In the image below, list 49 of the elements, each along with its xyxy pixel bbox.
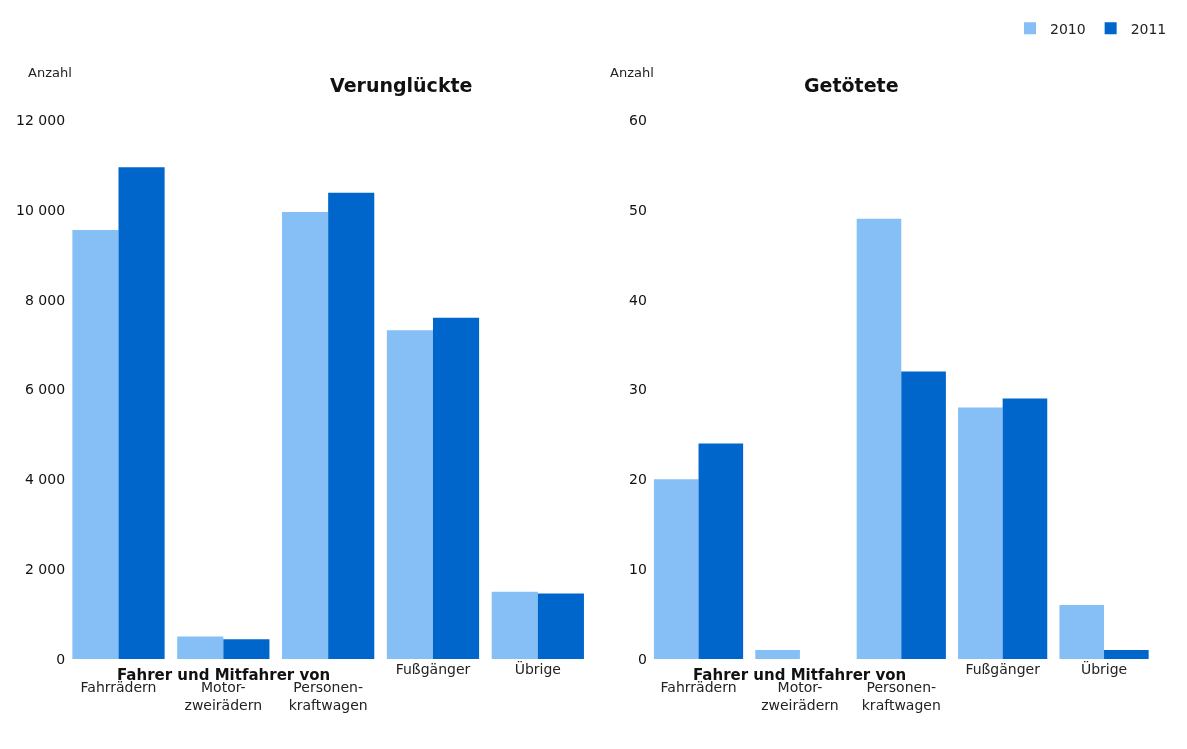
bar [328,192,375,659]
y-tick-label: 30 [629,381,647,398]
x-tick-label: Fahrrädern [80,679,157,696]
bar [491,591,538,659]
bar [537,593,584,659]
y-tick-label: 10 000 [16,201,66,218]
bar [1002,398,1048,659]
y-tick-label: 50 [629,201,647,218]
bar [432,317,480,659]
bar [653,479,699,659]
chart-title: Getötete [804,74,899,96]
y-tick-label: 0 [637,650,647,667]
x-tick-label: Fußgänger [965,661,1041,677]
y-tick-label: 8 000 [24,291,66,308]
x-tick-label: Personen- kraftwagen [861,679,941,714]
bar [72,230,119,659]
bar [282,212,329,659]
y-tick-label: 40 [629,291,647,308]
bar [118,167,165,659]
y-tick-label: 4 000 [24,471,66,488]
x-tick-label: Fahrrädern [660,679,737,696]
y-axis-title: Anzahl [610,65,654,80]
y-tick-label: 0 [56,650,66,667]
bar [223,639,270,659]
bar [1059,605,1105,659]
y-tick-label: 10 [629,561,647,578]
legend-label: 2010 [1050,20,1086,37]
x-tick-label: Übrige [514,660,561,677]
legend-label: 2011 [1130,20,1167,37]
bar [177,636,224,659]
bar [386,330,433,659]
bar [1104,650,1149,659]
y-tick-label: 12 000 [16,111,66,128]
y-tick-label: 6 000 [24,381,66,398]
x-tick-label: Übrige [1080,660,1128,677]
bar [901,371,946,659]
x-tick-label: Personen- kraftwagen [288,679,368,714]
y-tick-label: 60 [629,111,647,128]
chart-title: Verunglückte [330,74,473,96]
bar [958,407,1003,659]
bar [856,218,902,659]
bar [755,650,800,659]
y-tick-label: 2 000 [24,561,66,578]
bar [698,443,744,659]
x-tick-label: Motor- zweirädern [761,679,839,714]
y-axis-title: Anzahl [28,65,72,80]
y-tick-label: 20 [629,471,647,488]
x-tick-label: Fußgänger [395,661,471,677]
x-tick-label: Motor- zweirädern [184,679,263,714]
